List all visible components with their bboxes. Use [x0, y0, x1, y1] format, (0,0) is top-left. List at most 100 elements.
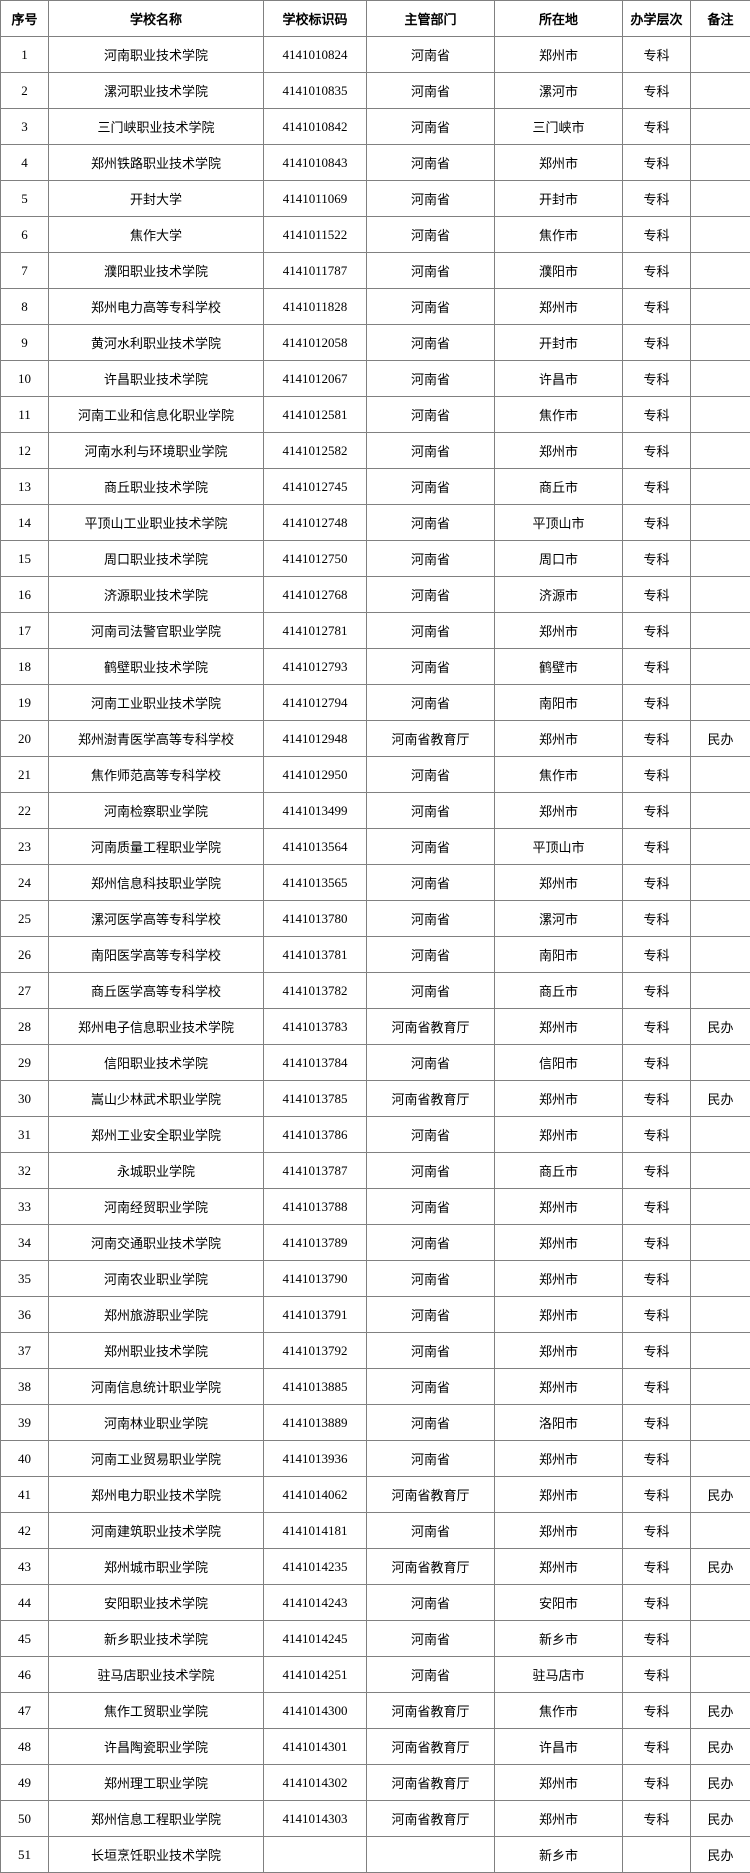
cell-dept: 河南省 — [367, 901, 495, 937]
cell-dept: 河南省 — [367, 253, 495, 289]
cell-level: 专科 — [623, 433, 691, 469]
cell-note — [691, 1333, 750, 1369]
cell-name: 郑州电力职业技术学院 — [49, 1477, 264, 1513]
cell-level: 专科 — [623, 1009, 691, 1045]
cell-dept: 河南省 — [367, 649, 495, 685]
cell-level: 专科 — [623, 937, 691, 973]
cell-dept: 河南省 — [367, 73, 495, 109]
cell-dept: 河南省 — [367, 1189, 495, 1225]
cell-level: 专科 — [623, 577, 691, 613]
cell-code: 4141013785 — [264, 1081, 367, 1117]
cell-name: 河南工业职业技术学院 — [49, 685, 264, 721]
cell-code: 4141014302 — [264, 1765, 367, 1801]
table-body: 1河南职业技术学院4141010824河南省郑州市专科2漯河职业技术学院4141… — [1, 37, 750, 1873]
cell-code: 4141013783 — [264, 1009, 367, 1045]
cell-dept: 河南省 — [367, 289, 495, 325]
cell-index: 33 — [1, 1189, 49, 1225]
cell-loc: 漯河市 — [495, 901, 623, 937]
table-row: 49郑州理工职业学院4141014302河南省教育厅郑州市专科民办 — [1, 1765, 750, 1801]
cell-index: 28 — [1, 1009, 49, 1045]
cell-level: 专科 — [623, 1081, 691, 1117]
cell-code: 4141012581 — [264, 397, 367, 433]
cell-code: 4141010824 — [264, 37, 367, 73]
cell-name: 许昌陶瓷职业学院 — [49, 1729, 264, 1765]
cell-index: 36 — [1, 1297, 49, 1333]
cell-note — [691, 1621, 750, 1657]
cell-index: 17 — [1, 613, 49, 649]
cell-level: 专科 — [623, 757, 691, 793]
cell-note — [691, 1225, 750, 1261]
cell-dept: 河南省 — [367, 1261, 495, 1297]
cell-note — [691, 181, 750, 217]
cell-code: 4141014303 — [264, 1801, 367, 1837]
table-row: 9黄河水利职业技术学院4141012058河南省开封市专科 — [1, 325, 750, 361]
cell-code: 4141012794 — [264, 685, 367, 721]
cell-name: 河南质量工程职业学院 — [49, 829, 264, 865]
cell-loc: 洛阳市 — [495, 1405, 623, 1441]
cell-level: 专科 — [623, 253, 691, 289]
cell-note: 民办 — [691, 1765, 750, 1801]
cell-level: 专科 — [623, 541, 691, 577]
cell-dept: 河南省教育厅 — [367, 1765, 495, 1801]
cell-name: 嵩山少林武术职业学院 — [49, 1081, 264, 1117]
cell-name: 安阳职业技术学院 — [49, 1585, 264, 1621]
cell-index: 3 — [1, 109, 49, 145]
cell-level: 专科 — [623, 1153, 691, 1189]
cell-note: 民办 — [691, 1729, 750, 1765]
cell-dept: 河南省 — [367, 1117, 495, 1153]
cell-loc: 郑州市 — [495, 1549, 623, 1585]
cell-code: 4141014243 — [264, 1585, 367, 1621]
cell-name: 郑州城市职业学院 — [49, 1549, 264, 1585]
table-row: 33河南经贸职业学院4141013788河南省郑州市专科 — [1, 1189, 750, 1225]
cell-level: 专科 — [623, 1189, 691, 1225]
cell-name: 平顶山工业职业技术学院 — [49, 505, 264, 541]
cell-loc: 郑州市 — [495, 37, 623, 73]
table-row: 8郑州电力高等专科学校4141011828河南省郑州市专科 — [1, 289, 750, 325]
cell-index: 2 — [1, 73, 49, 109]
cell-code: 4141011828 — [264, 289, 367, 325]
table-row: 4郑州铁路职业技术学院4141010843河南省郑州市专科 — [1, 145, 750, 181]
cell-level: 专科 — [623, 1297, 691, 1333]
table-row: 16济源职业技术学院4141012768河南省济源市专科 — [1, 577, 750, 613]
cell-index: 49 — [1, 1765, 49, 1801]
cell-loc: 郑州市 — [495, 1369, 623, 1405]
cell-dept: 河南省 — [367, 217, 495, 253]
cell-level: 专科 — [623, 685, 691, 721]
cell-note — [691, 1405, 750, 1441]
cell-name: 三门峡职业技术学院 — [49, 109, 264, 145]
cell-index: 40 — [1, 1441, 49, 1477]
cell-level: 专科 — [623, 505, 691, 541]
cell-name: 河南交通职业技术学院 — [49, 1225, 264, 1261]
cell-name: 河南职业技术学院 — [49, 37, 264, 73]
cell-loc: 郑州市 — [495, 1765, 623, 1801]
cell-code: 4141014251 — [264, 1657, 367, 1693]
cell-note — [691, 577, 750, 613]
cell-code: 4141012948 — [264, 721, 367, 757]
table-row: 22河南检察职业学院4141013499河南省郑州市专科 — [1, 793, 750, 829]
cell-code: 4141013786 — [264, 1117, 367, 1153]
cell-index: 14 — [1, 505, 49, 541]
cell-level: 专科 — [623, 1621, 691, 1657]
table-row: 42河南建筑职业技术学院4141014181河南省郑州市专科 — [1, 1513, 750, 1549]
cell-note — [691, 937, 750, 973]
cell-index: 6 — [1, 217, 49, 253]
table-row: 48许昌陶瓷职业学院4141014301河南省教育厅许昌市专科民办 — [1, 1729, 750, 1765]
cell-index: 39 — [1, 1405, 49, 1441]
cell-dept: 河南省 — [367, 613, 495, 649]
cell-loc: 济源市 — [495, 577, 623, 613]
cell-level: 专科 — [623, 1729, 691, 1765]
cell-note — [691, 145, 750, 181]
cell-level — [623, 1837, 691, 1873]
cell-note — [691, 469, 750, 505]
table-row: 45新乡职业技术学院4141014245河南省新乡市专科 — [1, 1621, 750, 1657]
cell-index: 46 — [1, 1657, 49, 1693]
cell-note — [691, 1585, 750, 1621]
cell-name: 焦作工贸职业学院 — [49, 1693, 264, 1729]
cell-name: 济源职业技术学院 — [49, 577, 264, 613]
cell-code — [264, 1837, 367, 1873]
cell-loc: 南阳市 — [495, 937, 623, 973]
cell-loc: 许昌市 — [495, 1729, 623, 1765]
cell-dept: 河南省教育厅 — [367, 721, 495, 757]
cell-level: 专科 — [623, 1261, 691, 1297]
cell-dept: 河南省教育厅 — [367, 1801, 495, 1837]
